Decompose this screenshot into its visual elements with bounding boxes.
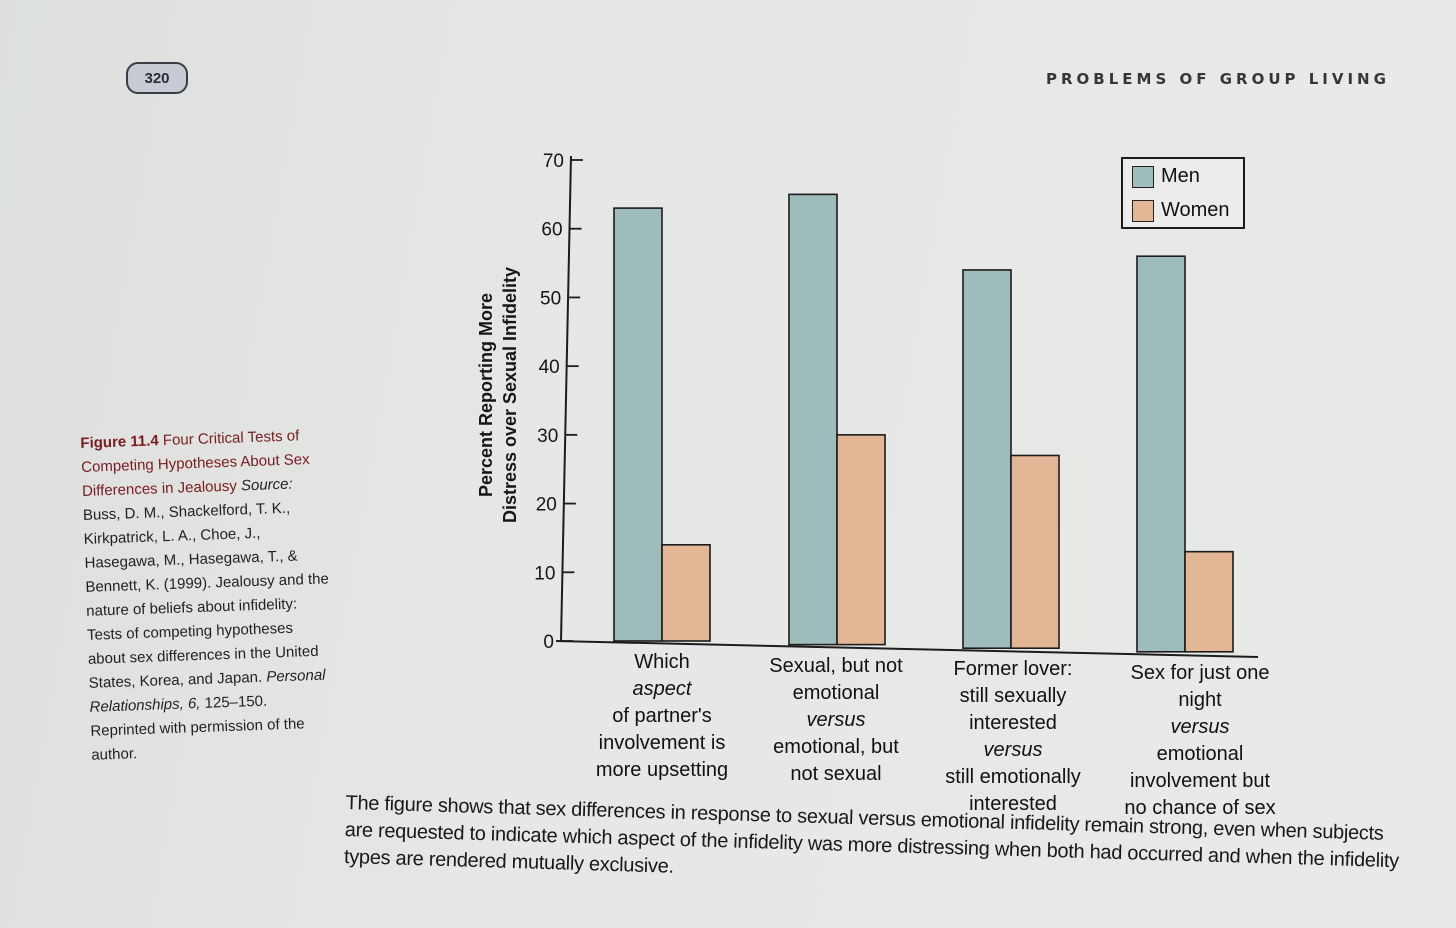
label-text: night [1178, 689, 1222, 711]
label-text: Sex for just one [1130, 662, 1270, 684]
x-category-label-line: Which aspect [567, 649, 757, 703]
x-category-label-line: of partner's [567, 703, 757, 730]
label-text: interested [969, 793, 1057, 815]
emphasis-text: versus [1170, 716, 1230, 738]
bar-men-3 [962, 269, 1012, 650]
label-text: emotional [792, 682, 880, 704]
legend-swatch-women [1132, 199, 1154, 222]
label-text: of partner's [612, 705, 712, 727]
y-axis-title-line-2: Distress over Sexual Infidelity [500, 266, 520, 524]
y-tick-label-0: 0 [543, 632, 554, 653]
label-text: emotional, but [773, 736, 899, 758]
x-category-label-line: still sexually [918, 683, 1108, 710]
y-tick-label-50: 50 [540, 288, 561, 309]
x-category-label-line: interested [918, 791, 1108, 818]
x-category-label-3: Former lover: still sexually interested ve… [918, 656, 1108, 818]
label-text: emotional [1156, 743, 1244, 765]
emphasis-text: versus [806, 709, 866, 731]
y-tick-label-30: 30 [537, 426, 558, 447]
legend-item-men: Men [1132, 165, 1200, 188]
y-tick-label-60: 60 [541, 220, 562, 241]
x-category-label-line: interested versus [918, 710, 1108, 764]
x-category-label-line: emotional [1105, 741, 1295, 768]
y-axis-title-line-1: Percent Reporting More [476, 292, 496, 498]
label-text: still emotionally [945, 766, 1081, 788]
x-category-label-line: involvement but [1105, 768, 1295, 795]
x-category-label-4: Sex for just one night versus emotional inv… [1105, 660, 1295, 822]
y-axis-title: Percent Reporting More Distress over Sex… [474, 267, 522, 523]
bar-men-1 [613, 207, 663, 642]
x-category-label-line: night versus [1105, 687, 1295, 741]
label-text: Former lover: [953, 658, 1073, 680]
emphasis-text: aspect [632, 678, 692, 700]
label-text: Sexual, but not [769, 655, 903, 677]
label-text: involvement but [1129, 770, 1271, 792]
bar-women-1 [661, 543, 711, 642]
bar-women-3 [1010, 454, 1060, 650]
x-category-label-line: Former lover: [918, 656, 1108, 683]
x-category-label-line: not sexual [741, 761, 931, 788]
x-category-label-line: emotional versus [741, 680, 931, 734]
y-tick-label-70: 70 [543, 151, 564, 172]
x-category-label-line: Sex for just one [1105, 660, 1295, 687]
y-tick-label-20: 20 [536, 495, 557, 516]
x-category-label-line: still emotionally [918, 764, 1108, 791]
x-axis-baseline [555, 640, 1259, 658]
legend-swatch-men [1132, 165, 1154, 188]
label-text: involvement is [598, 732, 726, 754]
x-category-label-2: Sexual, but not emotional versus emotional… [741, 653, 931, 788]
legend-label-women: Women [1161, 199, 1230, 221]
x-category-label-line: more upsetting [567, 757, 757, 784]
y-tick-label-40: 40 [539, 357, 560, 378]
label-text: not sexual [790, 763, 882, 785]
y-tick-label-10: 10 [534, 563, 555, 584]
legend-label-men: Men [1161, 165, 1200, 187]
legend-item-women: Women [1132, 199, 1230, 222]
legend: Men Women [1121, 157, 1245, 229]
bar-men-4 [1136, 255, 1186, 653]
bar-women-4 [1184, 550, 1234, 653]
x-category-label-line: no chance of sex [1105, 795, 1295, 822]
x-category-label-1: Which aspect of partner's involvement is mo… [567, 649, 757, 784]
label-text: no chance of sex [1124, 797, 1276, 819]
label-text: still sexually [959, 685, 1067, 707]
y-axis-line [560, 155, 572, 642]
x-category-label-line: emotional, but [741, 734, 931, 761]
emphasis-text: versus [983, 739, 1043, 761]
bar-men-2 [788, 193, 838, 646]
page-number: 320 [144, 69, 170, 87]
running-head: PROBLEMS OF GROUP LIVING [1046, 70, 1390, 88]
page-number-badge: 320 [126, 62, 188, 94]
label-text: Which [634, 651, 690, 673]
label-text: more upsetting [595, 759, 729, 781]
x-category-label-line: Sexual, but not [741, 653, 931, 680]
label-text: interested [969, 712, 1057, 734]
x-category-label-line: involvement is [567, 730, 757, 757]
bar-women-2 [836, 434, 886, 646]
